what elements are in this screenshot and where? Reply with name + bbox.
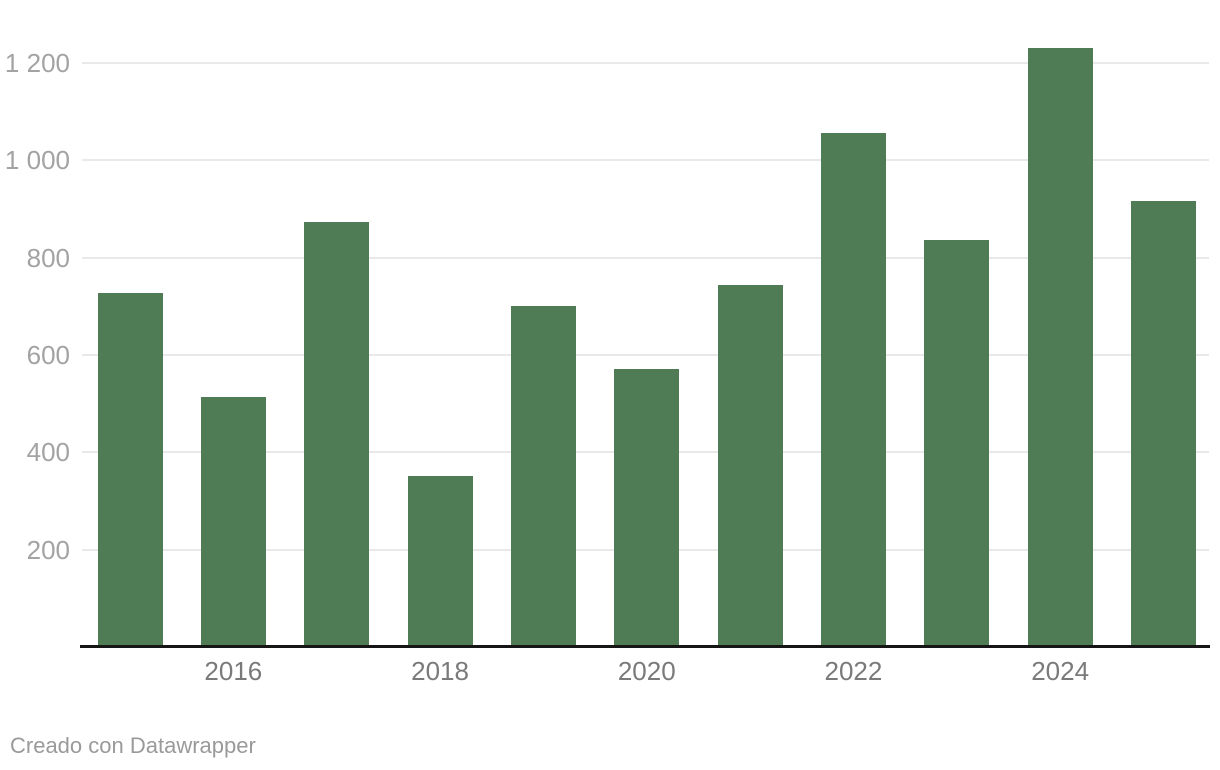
gridline-800: [82, 256, 1209, 259]
y-axis-tick-label-800: 800: [26, 242, 70, 273]
x-axis-tick-label-2016: 2016: [204, 656, 263, 686]
y-axis-tick-label-200: 200: [26, 534, 70, 565]
bar-2015: [97, 292, 163, 647]
gridline-1200: [82, 61, 1209, 64]
x-axis-tick-label-2024: 2024: [1031, 656, 1090, 686]
bar-2022: [820, 133, 886, 647]
gridline-600: [82, 353, 1209, 356]
bar-2020: [614, 368, 680, 647]
y-axis-tick-label-1000: 1 000: [4, 145, 70, 176]
y-axis-tick-label-600: 600: [26, 339, 70, 370]
bar-2021: [717, 284, 783, 647]
x-axis-tick-label-2022: 2022: [824, 656, 883, 686]
bar-2019: [510, 305, 576, 647]
gridline-1000: [82, 159, 1209, 162]
bar-2023: [924, 240, 990, 647]
y-axis-tick-label-1200: 1 200: [4, 47, 70, 78]
bar-2024: [1027, 47, 1093, 647]
bar-2025: [1131, 201, 1196, 647]
y-axis-tick-label-400: 400: [26, 437, 70, 468]
attribution-link[interactable]: Creado con Datawrapper: [10, 733, 256, 758]
x-axis-line: [80, 645, 1210, 648]
bar-2017: [304, 222, 370, 647]
bar-2018: [407, 476, 473, 647]
x-axis-tick-label-2018: 2018: [411, 656, 469, 686]
bar-2016: [200, 396, 266, 647]
x-axis-tick-label-2020: 2020: [617, 656, 676, 686]
